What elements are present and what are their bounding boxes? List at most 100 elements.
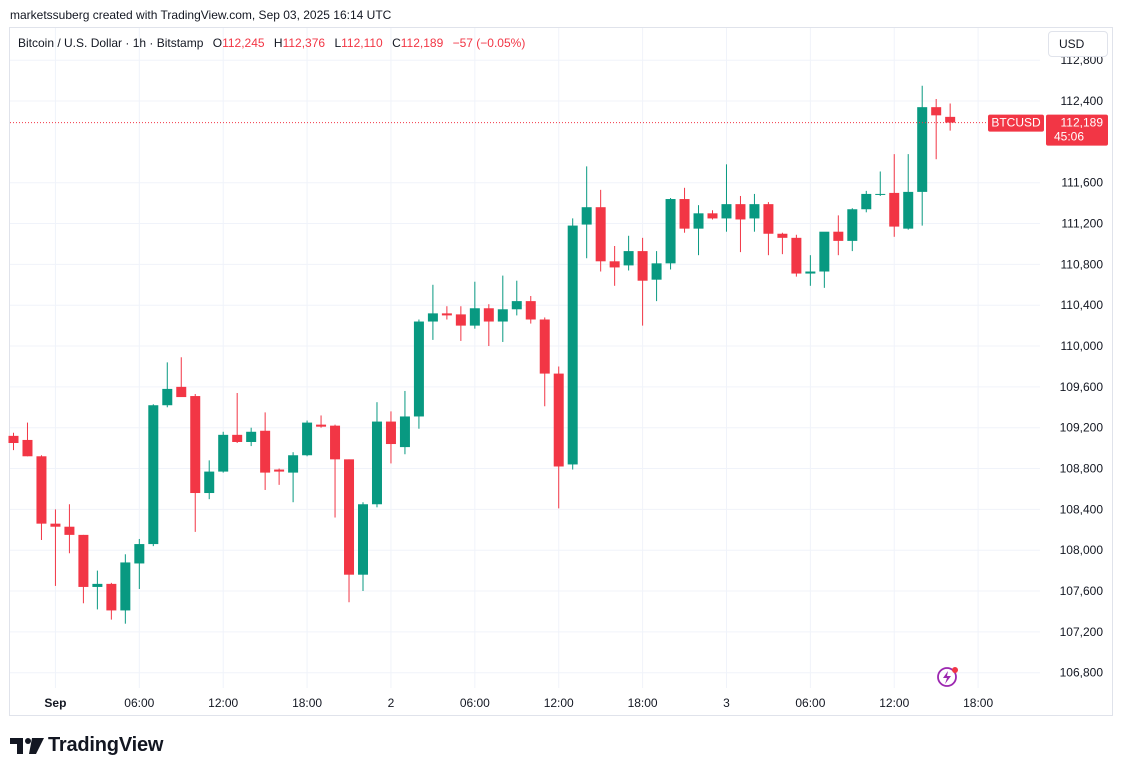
candle-body xyxy=(735,204,746,220)
candle xyxy=(8,432,19,451)
price-tick-label: 106,800 xyxy=(1060,666,1104,680)
candle-body xyxy=(651,263,662,280)
price-tick-label: 110,800 xyxy=(1061,257,1104,271)
open-label: O xyxy=(212,36,223,50)
candle xyxy=(707,210,718,220)
candle xyxy=(78,534,89,604)
candle-body xyxy=(162,388,173,406)
candle xyxy=(791,234,802,277)
candle-body xyxy=(623,251,634,266)
candle xyxy=(833,215,844,256)
price-tick-label: 110,000 xyxy=(1061,339,1104,353)
candle-body xyxy=(455,314,466,326)
candle xyxy=(553,366,564,509)
time-tick-label: 2 xyxy=(388,696,395,710)
price-tick-label: 111,600 xyxy=(1061,176,1103,190)
candle-body xyxy=(903,191,914,229)
candle-series xyxy=(8,85,956,624)
time-tick-label: 18:00 xyxy=(292,696,322,710)
candle xyxy=(693,205,704,256)
candle xyxy=(609,245,620,286)
candle xyxy=(497,275,508,342)
candle-body xyxy=(120,562,131,611)
currency-button[interactable]: USD xyxy=(1048,31,1108,57)
change-value: −57 (−0.05%) xyxy=(452,36,526,50)
time-tick-label: 12:00 xyxy=(544,696,574,710)
candle-body xyxy=(8,435,19,444)
candle-body xyxy=(316,424,327,427)
candle xyxy=(735,195,746,253)
chart-frame xyxy=(9,27,1113,716)
candle xyxy=(106,582,117,620)
price-tag-value: 112,189 xyxy=(1061,116,1104,130)
candle-body xyxy=(763,204,774,234)
candle xyxy=(176,357,187,398)
candle xyxy=(218,431,229,473)
candle-body xyxy=(22,439,33,457)
candle-body xyxy=(399,416,410,448)
candle-body xyxy=(581,207,592,225)
candle-body xyxy=(176,386,187,398)
candle-body xyxy=(106,583,117,611)
candle-body xyxy=(637,251,648,281)
candle-body xyxy=(344,459,355,575)
candle xyxy=(36,455,47,540)
price-tick-label: 107,200 xyxy=(1060,625,1104,639)
candle-body xyxy=(567,225,578,465)
price-tick-label: 108,000 xyxy=(1060,543,1104,557)
candle-body xyxy=(218,434,229,472)
candle xyxy=(330,424,341,518)
candle-body xyxy=(805,271,816,274)
candle-body xyxy=(833,231,844,241)
candle xyxy=(260,412,271,490)
candle-body xyxy=(665,199,676,264)
candle xyxy=(875,171,886,196)
candle-body xyxy=(525,301,536,320)
candle xyxy=(945,103,956,131)
candle xyxy=(399,390,410,455)
candle-body xyxy=(917,107,928,192)
low-label: L xyxy=(334,36,342,50)
candle-body xyxy=(791,237,802,274)
candle-body xyxy=(330,425,341,460)
candle-body xyxy=(246,431,257,442)
price-tick-label: 112,400 xyxy=(1061,94,1104,108)
candle-body xyxy=(875,193,886,195)
ohlc-legend: Bitcoin / U.S. Dollar · 1h · Bitstamp O1… xyxy=(18,36,525,50)
candle-body xyxy=(679,199,690,229)
candle-body xyxy=(861,193,872,210)
candle xyxy=(665,198,676,270)
candle xyxy=(64,504,75,554)
candle xyxy=(525,296,536,324)
price-tick-label: 107,600 xyxy=(1060,584,1104,598)
candle-body xyxy=(50,523,61,527)
candle-body xyxy=(539,319,550,374)
symbol-title[interactable]: Bitcoin / U.S. Dollar · 1h · Bitstamp xyxy=(18,36,204,50)
candle xyxy=(204,460,215,500)
candle xyxy=(162,362,173,408)
time-tick-label: Sep xyxy=(44,696,66,710)
lightning-icon[interactable] xyxy=(937,667,958,687)
candle-body xyxy=(847,209,858,241)
symbol-tag-bg xyxy=(988,114,1044,132)
candle-body xyxy=(190,396,201,494)
tradingview-logo[interactable]: TradingView xyxy=(10,734,163,757)
tradingview-logo-icon xyxy=(10,737,44,754)
candle-body xyxy=(469,308,480,326)
candle xyxy=(190,394,201,532)
candle xyxy=(385,411,396,464)
price-tag-bg xyxy=(1046,114,1108,146)
time-axis: Sep 06:00 12:00 18:00 2 06:00 12:00 18:00 3 06:00… xyxy=(44,696,993,710)
candle xyxy=(120,554,131,624)
candle xyxy=(917,85,928,226)
candle-body xyxy=(511,301,522,310)
candle xyxy=(50,509,61,586)
time-tick-label: 18:00 xyxy=(963,696,993,710)
price-axis: 112,800112,400111,600111,200110,800110,4… xyxy=(1060,53,1104,679)
candle-body xyxy=(371,421,382,505)
candle-body xyxy=(358,504,368,575)
price-tick-label: 108,400 xyxy=(1060,502,1104,516)
candle xyxy=(427,284,438,340)
price-tick-label: 109,200 xyxy=(1060,421,1104,435)
